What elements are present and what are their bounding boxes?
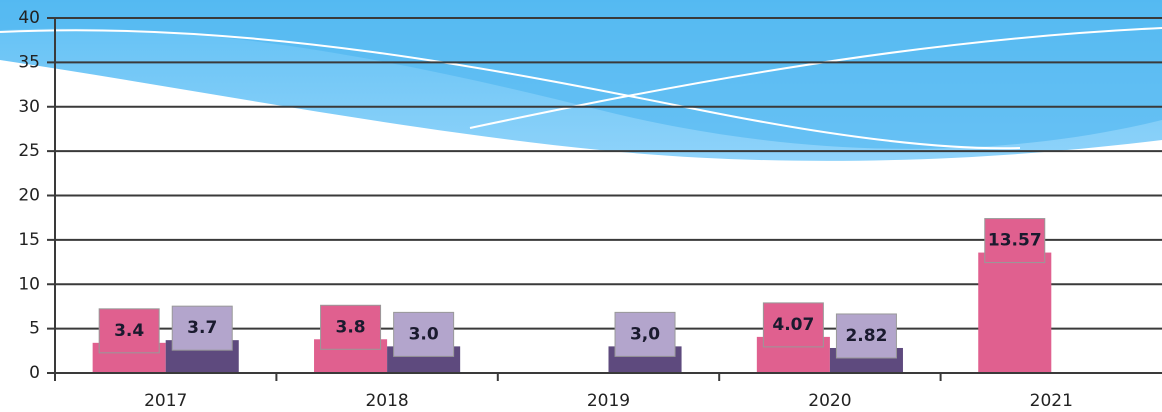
x-tick-label: 2020: [808, 391, 851, 411]
value-label: 3,0: [630, 324, 660, 344]
x-tick-label: 2019: [587, 391, 630, 411]
value-label: 3.8: [336, 317, 366, 337]
value-label: 13.57: [988, 231, 1042, 251]
y-tick-label: 0: [29, 363, 40, 383]
decorative-wave: [0, 0, 1162, 161]
y-tick-label: 5: [29, 319, 40, 339]
bar: [978, 253, 1051, 373]
y-tick-label: 30: [18, 97, 40, 117]
value-label: 3.4: [114, 321, 144, 341]
y-tick-label: 20: [18, 186, 40, 206]
y-tick-label: 10: [18, 274, 40, 294]
y-tick-label: 35: [18, 52, 40, 72]
y-tick-label: 25: [18, 141, 40, 161]
x-tick-label: 2018: [365, 391, 408, 411]
value-label: 4.07: [772, 315, 814, 335]
value-label: 3.0: [409, 324, 439, 344]
value-label: 2.82: [845, 326, 887, 346]
value-label: 3.7: [187, 318, 217, 338]
y-tick-label: 40: [18, 8, 40, 28]
chart: 0 5 10 15 20 25 30 35 40 2017 3.4 3.7 2018 3.8 3.0 2019…: [0, 0, 1162, 412]
y-tick-label: 15: [18, 230, 40, 250]
x-tick-label: 2021: [1030, 391, 1073, 411]
x-tick-label: 2017: [144, 391, 187, 411]
